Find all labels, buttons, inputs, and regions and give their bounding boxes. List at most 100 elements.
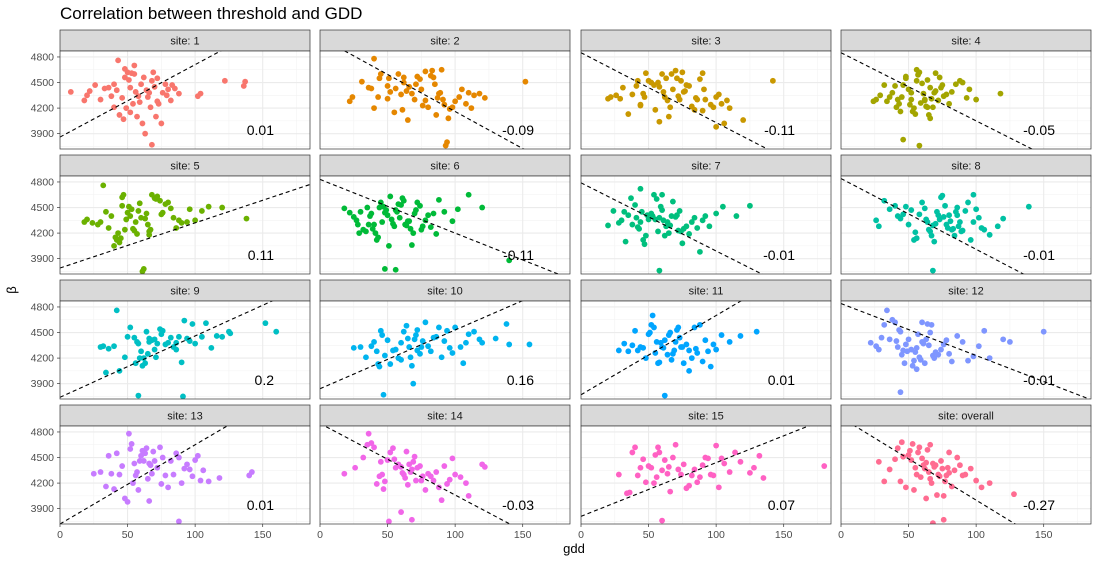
data-point: [637, 464, 644, 471]
data-point: [721, 120, 728, 127]
data-point: [659, 517, 665, 524]
data-point: [465, 331, 472, 338]
data-point: [131, 62, 138, 69]
facet-panel: site: 13 0.01 3900 4200 4500 4800 0 50 100 150: [31, 404, 311, 541]
data-point: [688, 219, 695, 225]
data-point: [656, 118, 663, 125]
data-point: [718, 455, 725, 462]
data-point: [908, 96, 915, 103]
data-point: [392, 346, 399, 353]
data-point: [417, 76, 423, 83]
data-point: [632, 202, 638, 208]
y-tick-label: 4500: [31, 452, 55, 464]
y-tick-label: 4200: [31, 103, 55, 115]
data-point: [427, 348, 434, 355]
data-point: [622, 238, 629, 245]
data-point: [919, 199, 925, 206]
data-point: [907, 101, 913, 108]
data-point: [381, 478, 388, 485]
data-point: [140, 74, 147, 81]
facet-strip-label: site: 2: [430, 36, 459, 48]
data-point: [273, 328, 280, 335]
facet-panel: site: overall -0.27 0 50 100 150: [838, 404, 1092, 541]
plot-background: [60, 176, 310, 274]
data-point: [181, 317, 188, 324]
data-point: [221, 77, 228, 84]
data-point: [629, 342, 636, 349]
data-point: [947, 218, 954, 225]
data-point: [349, 94, 356, 100]
data-point: [663, 75, 670, 82]
y-axis-title: β: [4, 286, 19, 293]
data-point: [111, 242, 117, 249]
data-point: [192, 217, 199, 224]
facet-strip-label: site: 9: [170, 286, 199, 298]
data-point: [178, 219, 185, 226]
data-point: [522, 78, 529, 85]
plot-content: [581, 426, 831, 524]
data-point: [377, 458, 384, 465]
data-point: [881, 478, 888, 485]
x-tick-label: 0: [57, 529, 63, 541]
data-point: [407, 354, 414, 361]
data-point: [705, 348, 711, 355]
data-point: [458, 86, 465, 93]
data-point: [981, 226, 988, 233]
data-point: [680, 461, 687, 468]
data-point: [747, 202, 753, 209]
data-point: [911, 487, 917, 493]
panel-border: [840, 425, 1092, 525]
panel-border: [840, 175, 1092, 275]
data-point: [103, 369, 109, 376]
chart-title: Correlation between threshold and GDD: [60, 4, 362, 23]
plot-content: [581, 51, 831, 149]
x-tick-label: 0: [578, 529, 584, 541]
data-point: [702, 96, 709, 103]
data-point: [167, 97, 174, 104]
data-point: [691, 466, 698, 473]
data-point: [629, 449, 636, 456]
data-point: [932, 88, 939, 94]
data-point: [165, 339, 172, 346]
data-point: [262, 320, 269, 327]
data-point: [678, 471, 684, 478]
x-tick-label: 150: [254, 529, 272, 541]
data-point: [925, 342, 932, 349]
data-point: [371, 444, 377, 451]
data-point: [649, 312, 656, 319]
data-point: [701, 86, 707, 93]
data-point: [150, 448, 157, 455]
panel-border: [59, 425, 311, 525]
data-point: [715, 484, 722, 491]
data-point: [364, 204, 371, 211]
data-point: [916, 142, 923, 149]
data-point: [656, 83, 663, 90]
data-point: [358, 78, 365, 85]
data-point: [446, 344, 453, 351]
data-point: [380, 486, 387, 492]
data-point: [642, 479, 649, 486]
facet-strip-label: site: 14: [427, 411, 462, 423]
data-point: [706, 223, 713, 230]
data-point: [655, 444, 661, 451]
data-point: [205, 203, 212, 210]
data-point: [457, 344, 464, 350]
data-point: [641, 94, 648, 100]
data-point: [948, 358, 955, 365]
data-point: [653, 474, 660, 481]
data-point: [135, 487, 142, 493]
trend-line: [581, 52, 769, 149]
data-point: [105, 84, 112, 91]
facet-strip-label: site: 13: [167, 411, 202, 423]
data-point: [506, 341, 513, 348]
data-point: [651, 191, 657, 198]
data-point: [697, 248, 703, 255]
data-point: [610, 208, 617, 214]
data-point: [392, 266, 399, 273]
facet-panel: site: 11 0.01: [580, 279, 832, 400]
facet-strip-label: site: 12: [948, 286, 983, 298]
data-point: [713, 442, 720, 449]
data-point: [715, 91, 722, 98]
data-point: [900, 136, 907, 143]
